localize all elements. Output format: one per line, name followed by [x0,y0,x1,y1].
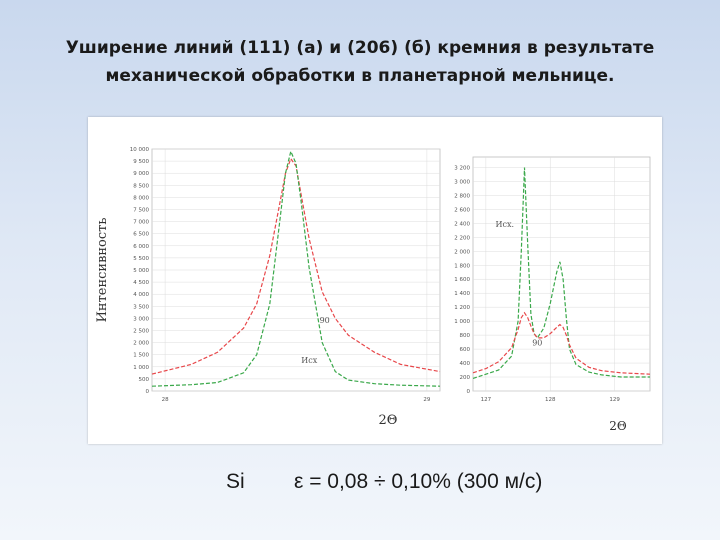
y-tick-label: 9 500 [133,159,149,165]
y-tick-label: 10 000 [130,147,150,153]
series-line [472,311,651,375]
y-tick-label: 2 800 [454,193,470,199]
y-tick-label: 600 [460,347,471,353]
y-tick-label: 6 500 [133,232,149,238]
x-tick-label: 29 [423,397,430,403]
y-tick-label: 2 500 [133,329,149,335]
y-tick-label: 400 [460,361,471,367]
y-tick-label: 2 000 [133,341,149,347]
x-tick-label: 128 [545,397,556,403]
curve-label: 90 [532,339,542,348]
slide-title-line-1: Уширение линий (111) (а) и (206) (б) кре… [65,38,655,58]
series-line [151,157,441,375]
diffraction-charts: 0 500 1 000 1 500 2 000 2 500 3 000 3 500 4 000 4… [95,147,651,433]
y-tick-label: 3 000 [133,316,149,322]
y-tick-label: 4 500 [133,280,149,286]
y-tick-label: 1 000 [133,365,149,371]
series-line [472,167,650,379]
y-tick-label: 5 500 [133,256,149,262]
y-tick-label: 6 000 [133,244,149,250]
y-tick-label: 7 000 [133,220,149,226]
y-tick-label: 1 600 [454,277,470,283]
y-tick-label: 3 200 [454,165,470,171]
y-tick-label: 7 500 [133,208,149,214]
y-tick-label: 2 600 [454,207,470,213]
footer-formula: ε = 0,08 ÷ 0,10% (300 м/с) [294,470,543,493]
y-tick-label: 8 000 [133,195,149,201]
curve-label: 90 [320,316,330,325]
y-axis-title: Интенсивность [95,218,110,323]
x-tick-label: 28 [162,397,169,403]
chart-panel-2: 0 200 400 600 800 1 000 1 200 1 400 1 600 1 800 2 … [454,156,651,433]
y-tick-label: 3 000 [454,179,470,185]
chart-panel-1: 0 500 1 000 1 500 2 000 2 500 3 000 3 500 4 000 4… [95,147,441,428]
x-axis-title: 2Θ [379,413,398,428]
x-axis-title: 2Θ [609,419,627,433]
x-tick-label: 127 [481,397,492,403]
y-tick-label: 0 [146,389,150,395]
y-tick-label: 1 800 [454,263,470,269]
y-tick-label: 2 400 [454,221,470,227]
y-tick-label: 1 400 [454,291,470,297]
slide-title-line-2: механической обработки в планетарной мел… [105,66,615,86]
y-tick-label: 2 200 [454,235,470,241]
y-tick-label: 4 000 [133,292,149,298]
y-tick-label: 2 000 [454,249,470,255]
y-tick-label: 1 000 [454,319,470,325]
y-tick-label: 800 [460,333,471,339]
y-tick-label: 5 000 [133,268,149,274]
y-tick-label: 0 [467,389,471,395]
curve-label: Исх. [496,220,515,229]
y-tick-label: 8 500 [133,183,149,189]
figure-panel: 0 500 1 000 1 500 2 000 2 500 3 000 3 500 4 000 4… [88,117,662,444]
y-tick-label: 1 500 [133,353,149,359]
y-tick-label: 9 000 [133,171,149,177]
curve-label: Исх [301,356,317,365]
y-tick-label: 3 500 [133,304,149,310]
y-tick-label: 1 200 [454,305,470,311]
plot-frame [472,156,651,392]
y-tick-label: 200 [460,375,471,381]
footer-element: Si [226,470,245,493]
y-tick-label: 500 [139,377,150,383]
x-tick-label: 129 [609,397,620,403]
slide-title: Уширение линий (111) (а) и (206) (б) кре… [60,34,660,90]
